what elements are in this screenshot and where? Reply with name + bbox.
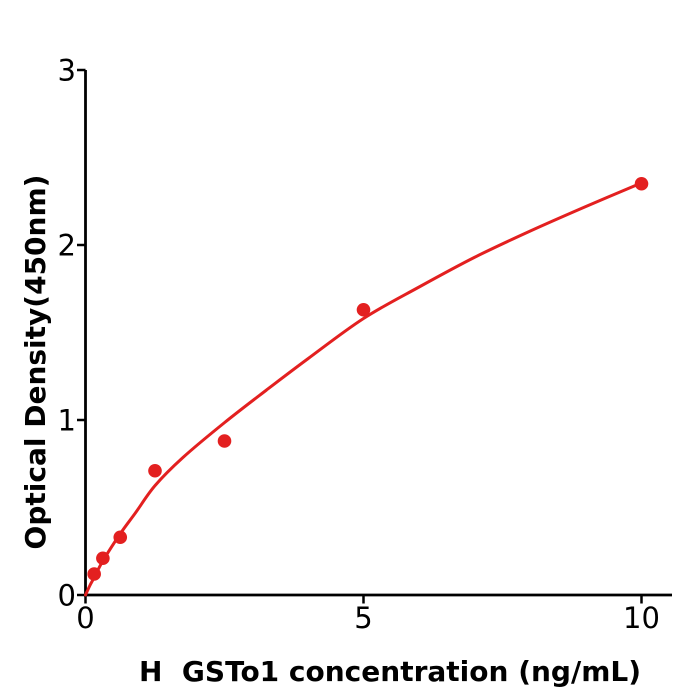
data-point-marker: [87, 567, 101, 581]
y-axis-title: Optical Density(450nm): [19, 175, 52, 550]
y-tick-label: 0: [58, 579, 76, 613]
fit-curve-line: [84, 181, 643, 597]
y-tick-label: 3: [58, 54, 76, 88]
data-point-marker: [96, 551, 110, 566]
x-tick-label: 0: [76, 601, 94, 635]
x-axis: 0 5 10: [76, 593, 672, 635]
data-point-marker: [634, 176, 649, 191]
y-axis: 0 1 2 3: [58, 54, 87, 613]
x-tick-label: 10: [623, 601, 660, 635]
data-point-marker: [148, 463, 162, 478]
y-tick-label: 2: [58, 229, 76, 263]
data-point-marker: [113, 530, 128, 545]
y-tick-label: 1: [58, 404, 76, 438]
data-point-marker: [356, 302, 371, 317]
x-axis-title: H GSTo1 concentration (ng/mL): [139, 655, 641, 688]
x-tick-label: 5: [354, 601, 372, 635]
data-points-group: [87, 176, 649, 581]
data-point-marker: [217, 434, 232, 448]
